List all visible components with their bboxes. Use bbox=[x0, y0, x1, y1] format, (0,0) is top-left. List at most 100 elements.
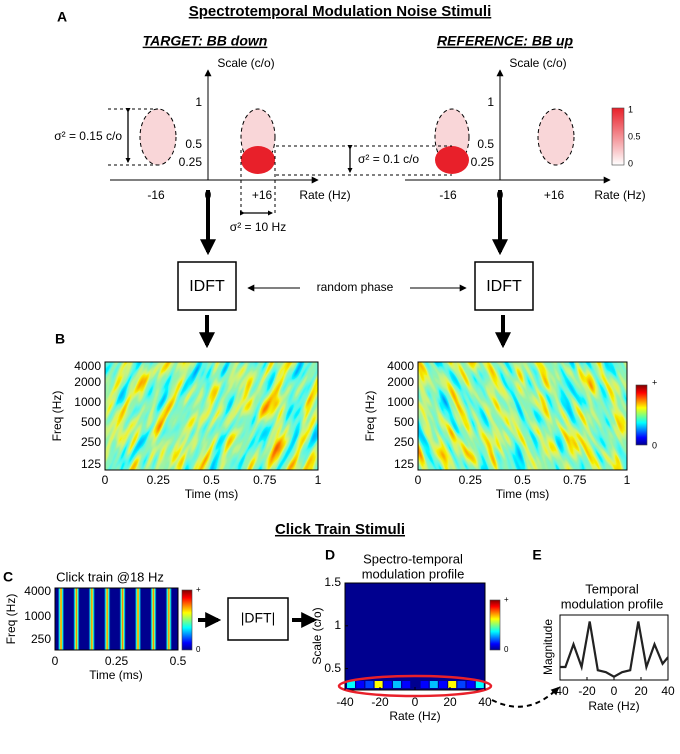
panel-label: D bbox=[325, 547, 335, 563]
tick-label: -16 bbox=[147, 188, 165, 202]
tick-label: -16 bbox=[439, 188, 457, 202]
panel-title: modulation profile bbox=[561, 596, 664, 611]
axis-label: Freq (Hz) bbox=[363, 391, 377, 442]
tick-label: 125 bbox=[394, 457, 414, 471]
axis-label: Scale (c/o) bbox=[509, 56, 566, 70]
heatmap-cell bbox=[429, 681, 438, 688]
plot-frame bbox=[559, 614, 669, 681]
tick-label: 1000 bbox=[24, 609, 51, 623]
axis-label: Scale (c/o) bbox=[310, 607, 324, 664]
target-label: TARGET: BB down bbox=[143, 33, 268, 49]
panel-label: E bbox=[532, 547, 541, 563]
axis-label: Scale (c/o) bbox=[217, 56, 274, 70]
colorbar-label: + bbox=[504, 595, 509, 604]
axis-label: Freq (Hz) bbox=[50, 391, 64, 442]
axis-label: Rate (Hz) bbox=[588, 699, 639, 713]
tick-label: 40 bbox=[661, 684, 675, 698]
colorbar-label: 0 bbox=[504, 645, 509, 654]
panel-label: C bbox=[3, 569, 13, 585]
reference-label: REFERENCE: BB up bbox=[437, 33, 574, 49]
heatmap-cell bbox=[356, 681, 365, 688]
box-label: IDFT bbox=[189, 278, 225, 295]
tick-label: 0 bbox=[497, 188, 504, 202]
tick-label: 1 bbox=[624, 473, 631, 487]
tick-label: 0.25 bbox=[147, 473, 171, 487]
tick-label: 0.25 bbox=[471, 155, 495, 169]
colorbar-label: + bbox=[196, 585, 201, 594]
box-label: |DFT| bbox=[241, 610, 276, 626]
axis-label: Rate (Hz) bbox=[389, 709, 440, 723]
tick-label: 1 bbox=[315, 473, 322, 487]
heatmap-cell bbox=[383, 681, 392, 688]
panel-label: A bbox=[57, 9, 67, 25]
panel-label: B bbox=[55, 331, 65, 347]
colorbar-label: 0 bbox=[196, 645, 201, 654]
heatmap-cell bbox=[402, 681, 411, 688]
tick-label: 0.75 bbox=[563, 473, 587, 487]
axis-label: Rate (Hz) bbox=[299, 188, 350, 202]
colorbar-label: 1 bbox=[628, 104, 633, 114]
heatmap-cell bbox=[448, 681, 457, 688]
tick-label: 4000 bbox=[74, 359, 101, 373]
tick-label: 125 bbox=[81, 457, 101, 471]
colorbar-label: 0.5 bbox=[628, 131, 641, 141]
tick-label: 4000 bbox=[387, 359, 414, 373]
tick-label: 20 bbox=[634, 684, 648, 698]
tick-label: 250 bbox=[81, 435, 101, 449]
axis-label: Magnitude bbox=[541, 619, 555, 675]
tick-label: 500 bbox=[81, 415, 101, 429]
tick-label: 0.75 bbox=[253, 473, 277, 487]
heatmap-cell bbox=[347, 681, 355, 688]
heatmap-cell bbox=[411, 681, 420, 688]
panel-title: Click train @18 Hz bbox=[56, 569, 164, 584]
title: Click Train Stimuli bbox=[275, 521, 405, 538]
tick-label: 0 bbox=[205, 188, 212, 202]
tick-label: +16 bbox=[544, 188, 565, 202]
heatmap-cell bbox=[466, 681, 475, 688]
tick-label: 0.5 bbox=[185, 137, 202, 151]
colorbar-label: 0 bbox=[628, 158, 633, 168]
heatmap-cell bbox=[393, 681, 401, 688]
colorbar-label: 0 bbox=[652, 440, 657, 450]
tick-label: 1 bbox=[487, 95, 494, 109]
axis-label: Time (ms) bbox=[185, 487, 239, 501]
tick-label: 1.5 bbox=[324, 575, 341, 589]
tick-label: 0.25 bbox=[179, 155, 203, 169]
tick-label: 1 bbox=[195, 95, 202, 109]
tick-label: 0 bbox=[52, 654, 59, 668]
heatmap-cell bbox=[365, 681, 374, 688]
tick-label: 1000 bbox=[74, 395, 101, 409]
tick-label: +16 bbox=[252, 188, 273, 202]
tick-label: 40 bbox=[478, 695, 492, 709]
axis-label: Time (ms) bbox=[89, 668, 143, 682]
tick-label: 0 bbox=[611, 684, 618, 698]
annotation: σ² = 10 Hz bbox=[230, 220, 286, 234]
heatmap-cell bbox=[420, 681, 429, 688]
tick-label: 0.5 bbox=[170, 654, 187, 668]
panel-d-shapes bbox=[337, 582, 560, 708]
panel-title: Temporal bbox=[585, 581, 639, 596]
tick-label: -40 bbox=[336, 695, 354, 709]
axis-label: Time (ms) bbox=[496, 487, 550, 501]
tick-label: 1000 bbox=[387, 395, 414, 409]
panel-a-shapes bbox=[108, 69, 625, 349]
tick-label: 2000 bbox=[74, 375, 101, 389]
tick-label: 0.5 bbox=[477, 137, 494, 151]
tick-label: 4000 bbox=[24, 584, 51, 598]
line bbox=[560, 621, 669, 679]
annotation: σ² = 0.15 c/o bbox=[54, 129, 122, 143]
box-label: IDFT bbox=[486, 278, 522, 295]
tick-label: 2000 bbox=[387, 375, 414, 389]
tick-label: 0.25 bbox=[459, 473, 483, 487]
tick-label: 0 bbox=[412, 695, 419, 709]
tick-label: 0 bbox=[415, 473, 422, 487]
tick-label: 250 bbox=[394, 435, 414, 449]
heatmap-cell bbox=[374, 681, 383, 688]
axis-label: Rate (Hz) bbox=[594, 188, 645, 202]
tick-label: 1 bbox=[334, 618, 341, 632]
annotation: random phase bbox=[317, 280, 394, 294]
tick-label: 0.25 bbox=[105, 654, 129, 668]
panel-title: modulation profile bbox=[362, 566, 465, 581]
annotation: σ² = 0.1 c/o bbox=[358, 152, 419, 166]
